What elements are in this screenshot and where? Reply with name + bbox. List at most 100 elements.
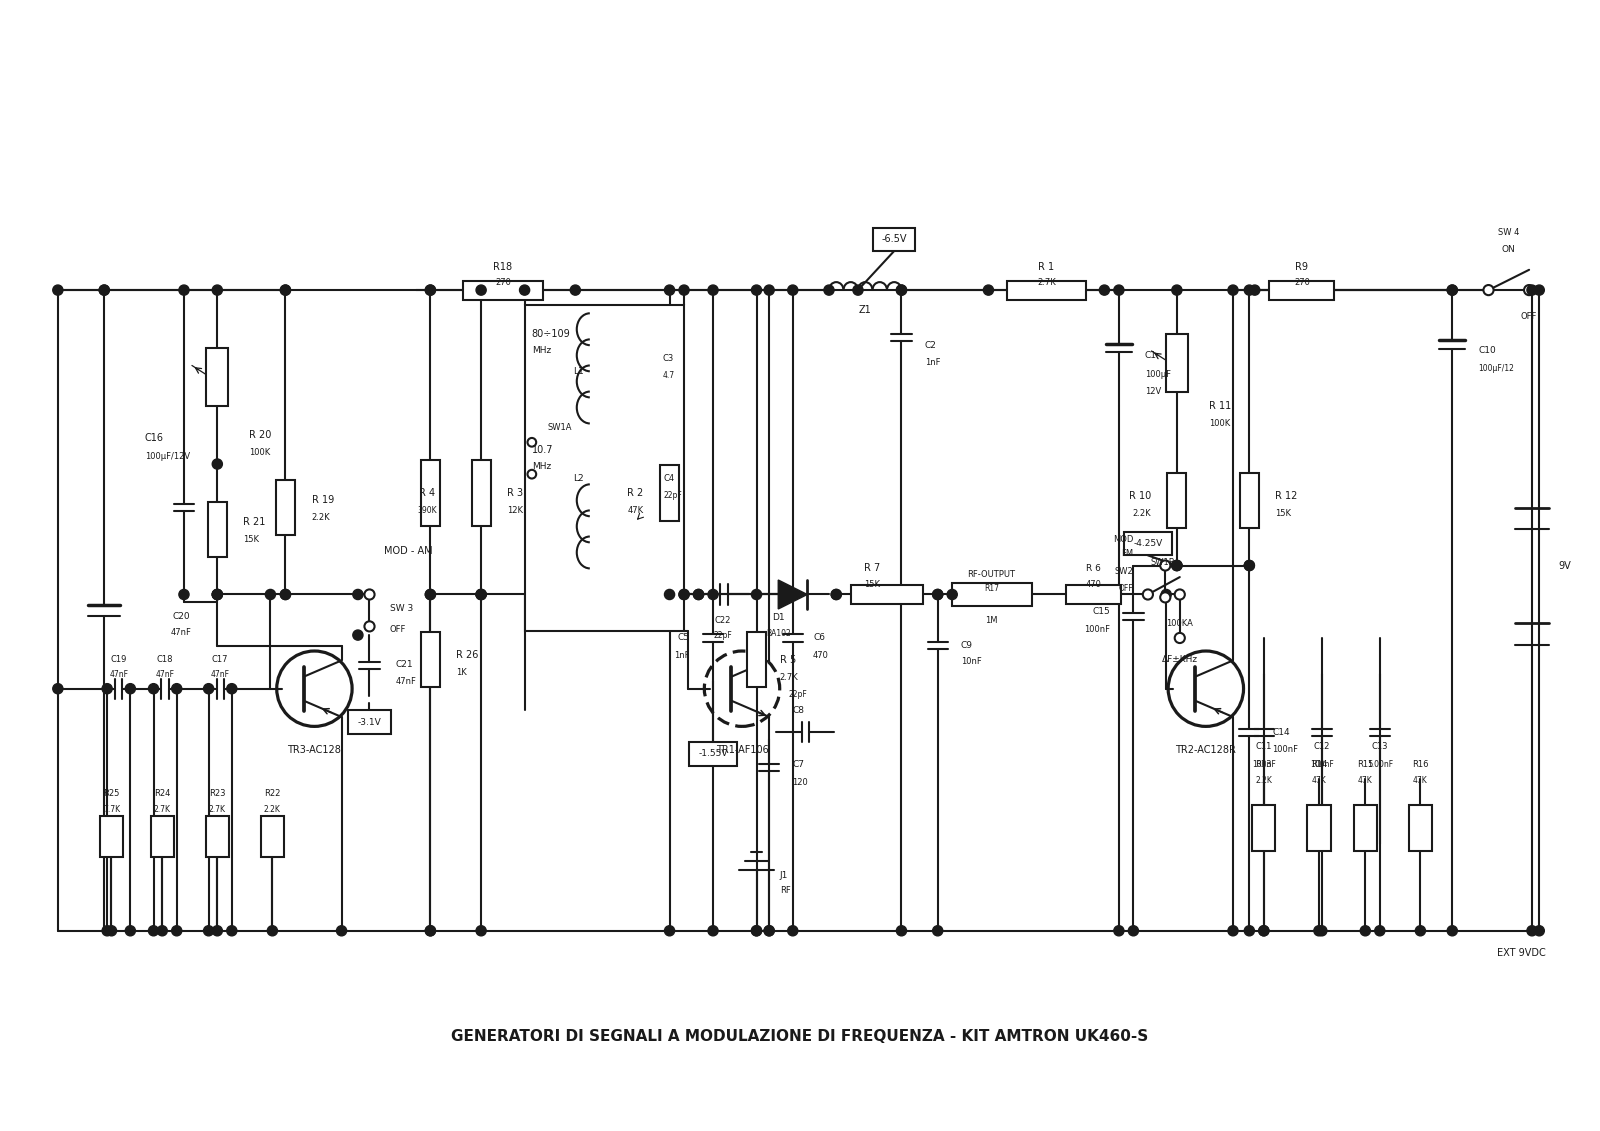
Circle shape: [149, 925, 158, 935]
Text: R 10: R 10: [1128, 491, 1150, 501]
Text: 1K: 1K: [456, 668, 467, 677]
Circle shape: [896, 285, 907, 295]
Text: 47K: 47K: [1312, 776, 1326, 785]
Text: 390K: 390K: [418, 506, 437, 515]
Bar: [1006, 280, 1086, 300]
Text: SW1B: SW1B: [1150, 558, 1174, 567]
Circle shape: [896, 285, 907, 295]
Text: C16: C16: [146, 433, 163, 443]
Text: 22pF: 22pF: [714, 631, 733, 639]
Text: R 21: R 21: [243, 517, 266, 527]
Circle shape: [1171, 285, 1182, 295]
Circle shape: [933, 589, 942, 599]
Circle shape: [1162, 589, 1171, 599]
Text: C17: C17: [211, 655, 229, 664]
Circle shape: [1245, 285, 1254, 295]
Circle shape: [102, 925, 112, 935]
Text: 270: 270: [494, 278, 510, 287]
Circle shape: [707, 925, 718, 935]
Text: 270: 270: [1294, 278, 1310, 287]
Text: R 7: R 7: [864, 563, 880, 573]
Text: 9V: 9V: [1558, 561, 1571, 570]
Text: 100KA: 100KA: [1166, 619, 1194, 628]
Bar: [261, 817, 283, 857]
Circle shape: [678, 589, 690, 599]
Circle shape: [426, 589, 435, 599]
Text: 2.2K: 2.2K: [264, 804, 282, 813]
Circle shape: [765, 925, 774, 935]
Text: R 20: R 20: [250, 430, 272, 440]
Circle shape: [765, 285, 774, 295]
Bar: [349, 710, 390, 734]
Circle shape: [227, 925, 237, 935]
Text: R 12: R 12: [1275, 491, 1298, 501]
Text: 47K: 47K: [627, 506, 643, 515]
Text: 12V: 12V: [1146, 387, 1162, 396]
Text: C6: C6: [813, 633, 826, 642]
Text: 2.7K: 2.7K: [154, 804, 171, 813]
Text: 100μF/12: 100μF/12: [1478, 364, 1514, 373]
Circle shape: [213, 459, 222, 469]
Text: 15K: 15K: [864, 580, 880, 589]
Circle shape: [1317, 925, 1326, 935]
Circle shape: [365, 589, 374, 599]
Text: 10nF: 10nF: [962, 657, 982, 666]
Text: C10: C10: [1478, 346, 1496, 355]
Text: J1: J1: [779, 871, 789, 880]
Text: C1: C1: [1146, 351, 1157, 360]
Circle shape: [365, 621, 374, 631]
Text: R25: R25: [104, 788, 120, 797]
Text: R14: R14: [1310, 760, 1326, 769]
Text: OFF: OFF: [390, 624, 406, 633]
Text: R23: R23: [210, 788, 226, 797]
Text: MOD - AM: MOD - AM: [384, 546, 432, 556]
Circle shape: [171, 925, 182, 935]
Circle shape: [203, 683, 214, 693]
Bar: [747, 632, 766, 688]
Circle shape: [1416, 925, 1426, 935]
Circle shape: [1250, 285, 1259, 295]
Circle shape: [171, 683, 182, 693]
Bar: [421, 632, 440, 688]
Circle shape: [266, 589, 275, 599]
Circle shape: [1227, 285, 1238, 295]
Text: 47nF: 47nF: [395, 677, 416, 687]
Text: 1nF: 1nF: [925, 359, 941, 368]
Circle shape: [752, 925, 762, 935]
Text: SW1A: SW1A: [547, 423, 573, 432]
Circle shape: [1245, 925, 1254, 935]
Circle shape: [354, 589, 363, 599]
Text: 100nF: 100nF: [1310, 760, 1334, 769]
Text: -6.5V: -6.5V: [882, 234, 907, 244]
Bar: [1240, 473, 1259, 528]
Text: 2.2K: 2.2K: [312, 513, 330, 523]
Circle shape: [1259, 925, 1269, 935]
Text: R17: R17: [984, 585, 998, 593]
Circle shape: [477, 589, 486, 599]
Text: C11: C11: [1256, 742, 1272, 751]
Circle shape: [157, 925, 168, 935]
Bar: [851, 585, 923, 604]
Text: R9: R9: [1296, 262, 1309, 271]
Text: 470: 470: [813, 650, 829, 659]
Circle shape: [1245, 561, 1254, 570]
Circle shape: [1160, 593, 1170, 603]
Text: OFF: OFF: [1522, 312, 1538, 321]
Circle shape: [280, 285, 291, 295]
Text: C12: C12: [1314, 742, 1330, 751]
Text: 100μF/12V: 100μF/12V: [146, 452, 190, 461]
Circle shape: [1534, 285, 1544, 295]
Bar: [277, 480, 294, 535]
Text: 1M: 1M: [986, 616, 997, 625]
Text: C14: C14: [1272, 727, 1290, 736]
Bar: [690, 742, 738, 766]
Text: GENERATORI DI SEGNALI A MODULAZIONE DI FREQUENZA - KIT AMTRON UK460-S: GENERATORI DI SEGNALI A MODULAZIONE DI F…: [451, 1029, 1149, 1044]
Text: ΔF±KHz: ΔF±KHz: [1162, 655, 1198, 664]
Text: C4: C4: [664, 474, 675, 483]
Text: 15K: 15K: [1275, 509, 1291, 518]
Text: R 5: R 5: [779, 655, 795, 665]
Text: 100K: 100K: [250, 448, 270, 457]
Bar: [1166, 334, 1187, 391]
Circle shape: [528, 438, 536, 447]
Circle shape: [477, 285, 486, 295]
